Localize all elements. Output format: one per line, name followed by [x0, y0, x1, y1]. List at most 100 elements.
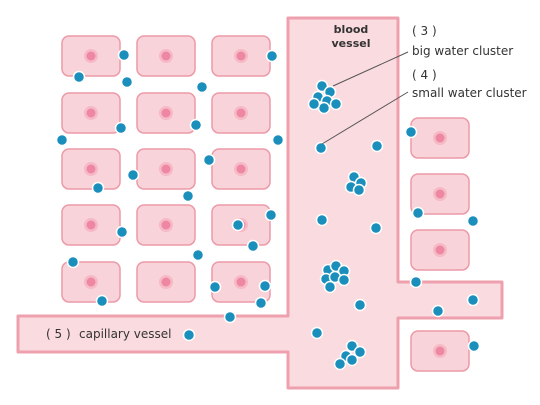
- tissue-cell: [136, 35, 196, 77]
- water-molecule: [91, 181, 105, 195]
- leader-line-big-cluster: [332, 51, 409, 87]
- water-molecule: [202, 153, 216, 167]
- cell-nucleus: [435, 346, 445, 356]
- water-molecule: [195, 80, 209, 94]
- tissue-cell: [211, 35, 271, 77]
- cell-nucleus: [161, 108, 171, 118]
- cell-nucleus: [236, 51, 246, 61]
- tissue-cell: [61, 148, 121, 190]
- water-molecule: [223, 310, 237, 324]
- tissue-cell: [136, 92, 196, 134]
- water-molecule: [314, 141, 328, 155]
- blood-vessel-label: blood vessel: [318, 23, 384, 51]
- cell-nucleus: [86, 51, 96, 61]
- tissue-cell: [136, 261, 196, 303]
- cell-nucleus: [435, 189, 445, 199]
- small-water-cluster-label: small water cluster: [412, 86, 527, 100]
- water-molecule: [307, 97, 321, 111]
- label-number-4: ( 4 ): [412, 68, 437, 82]
- tissue-cell: [211, 148, 271, 190]
- tissue-cell: [136, 204, 196, 246]
- water-molecule: [310, 326, 324, 340]
- water-molecule: [409, 275, 423, 289]
- tissue-cell: [61, 92, 121, 134]
- big-water-cluster: [319, 259, 351, 294]
- cell-nucleus: [86, 277, 96, 287]
- water-molecule: [353, 345, 367, 359]
- water-molecule: [95, 294, 109, 308]
- water-cluster: [333, 339, 367, 371]
- cell-nucleus: [161, 164, 171, 174]
- blood-vessel: [16, 16, 504, 390]
- tissue-cell: [410, 330, 470, 372]
- big-water-cluster-label: big water cluster: [412, 44, 514, 58]
- water-molecule: [189, 118, 203, 132]
- tissue-cell: [410, 229, 470, 271]
- tissue-cell: [61, 204, 121, 246]
- water-molecule: [264, 208, 278, 222]
- cell-nucleus: [86, 108, 96, 118]
- cell-nucleus: [161, 51, 171, 61]
- water-molecule: [246, 239, 260, 253]
- label-number-5: ( 5 ): [46, 327, 71, 341]
- cell-nucleus: [161, 220, 171, 230]
- tissue-cell: [410, 173, 470, 215]
- water-molecule: [329, 97, 343, 111]
- leader-line-small-cluster: [321, 91, 409, 145]
- water-molecule: [55, 133, 69, 147]
- water-molecule: [370, 139, 384, 153]
- water-molecule: [352, 183, 366, 197]
- water-molecule: [115, 225, 129, 239]
- cell-nucleus: [435, 245, 445, 255]
- tissue-cell: [61, 261, 121, 303]
- cell-nucleus: [236, 277, 246, 287]
- label-number-3: ( 3 ): [412, 24, 437, 38]
- water-molecule: [231, 218, 245, 232]
- cell-nucleus: [435, 133, 445, 143]
- water-molecule: [208, 280, 222, 294]
- water-molecule: [258, 279, 272, 293]
- water-molecule: [353, 298, 367, 312]
- blood-vessel-label-line2: vessel: [331, 37, 371, 50]
- water-molecule: [369, 221, 383, 235]
- water-molecule: [117, 48, 131, 62]
- vessel-network: [16, 16, 504, 390]
- water-molecule: [126, 168, 140, 182]
- cell-nucleus: [86, 164, 96, 174]
- water-molecule: [431, 304, 445, 318]
- water-molecule: [315, 213, 329, 227]
- water-molecule: [337, 273, 351, 287]
- water-molecule: [182, 328, 196, 342]
- water-molecule: [271, 133, 285, 147]
- tissue-cell: [211, 92, 271, 134]
- water-molecule: [467, 339, 481, 353]
- water-molecule: [323, 280, 337, 294]
- water-molecule: [466, 214, 480, 228]
- water-molecule: [466, 293, 480, 307]
- water-molecule: [254, 296, 268, 310]
- water-molecule: [72, 70, 86, 84]
- water-molecules: [55, 48, 481, 371]
- water-molecule: [191, 248, 205, 262]
- cell-nucleus: [236, 164, 246, 174]
- water-molecule: [181, 189, 195, 203]
- tissue-cell: [410, 117, 470, 159]
- water-molecule: [333, 357, 347, 371]
- cell-nucleus: [161, 277, 171, 287]
- capillary-vessel-label: capillary vessel: [79, 327, 172, 341]
- water-cluster: [344, 170, 368, 197]
- water-molecule: [411, 206, 425, 220]
- water-molecule: [404, 125, 418, 139]
- tissue-cell: [136, 148, 196, 190]
- big-water-cluster: [307, 79, 343, 115]
- water-molecule: [345, 353, 359, 367]
- water-molecule: [120, 75, 134, 89]
- water-molecule: [265, 49, 279, 63]
- water-molecule: [114, 121, 128, 135]
- blood-vessel-label-line1: blood: [333, 23, 369, 36]
- cell-nucleus: [86, 220, 96, 230]
- tissue-cell: [61, 35, 121, 77]
- cell-nucleus: [236, 108, 246, 118]
- water-molecule: [66, 255, 80, 269]
